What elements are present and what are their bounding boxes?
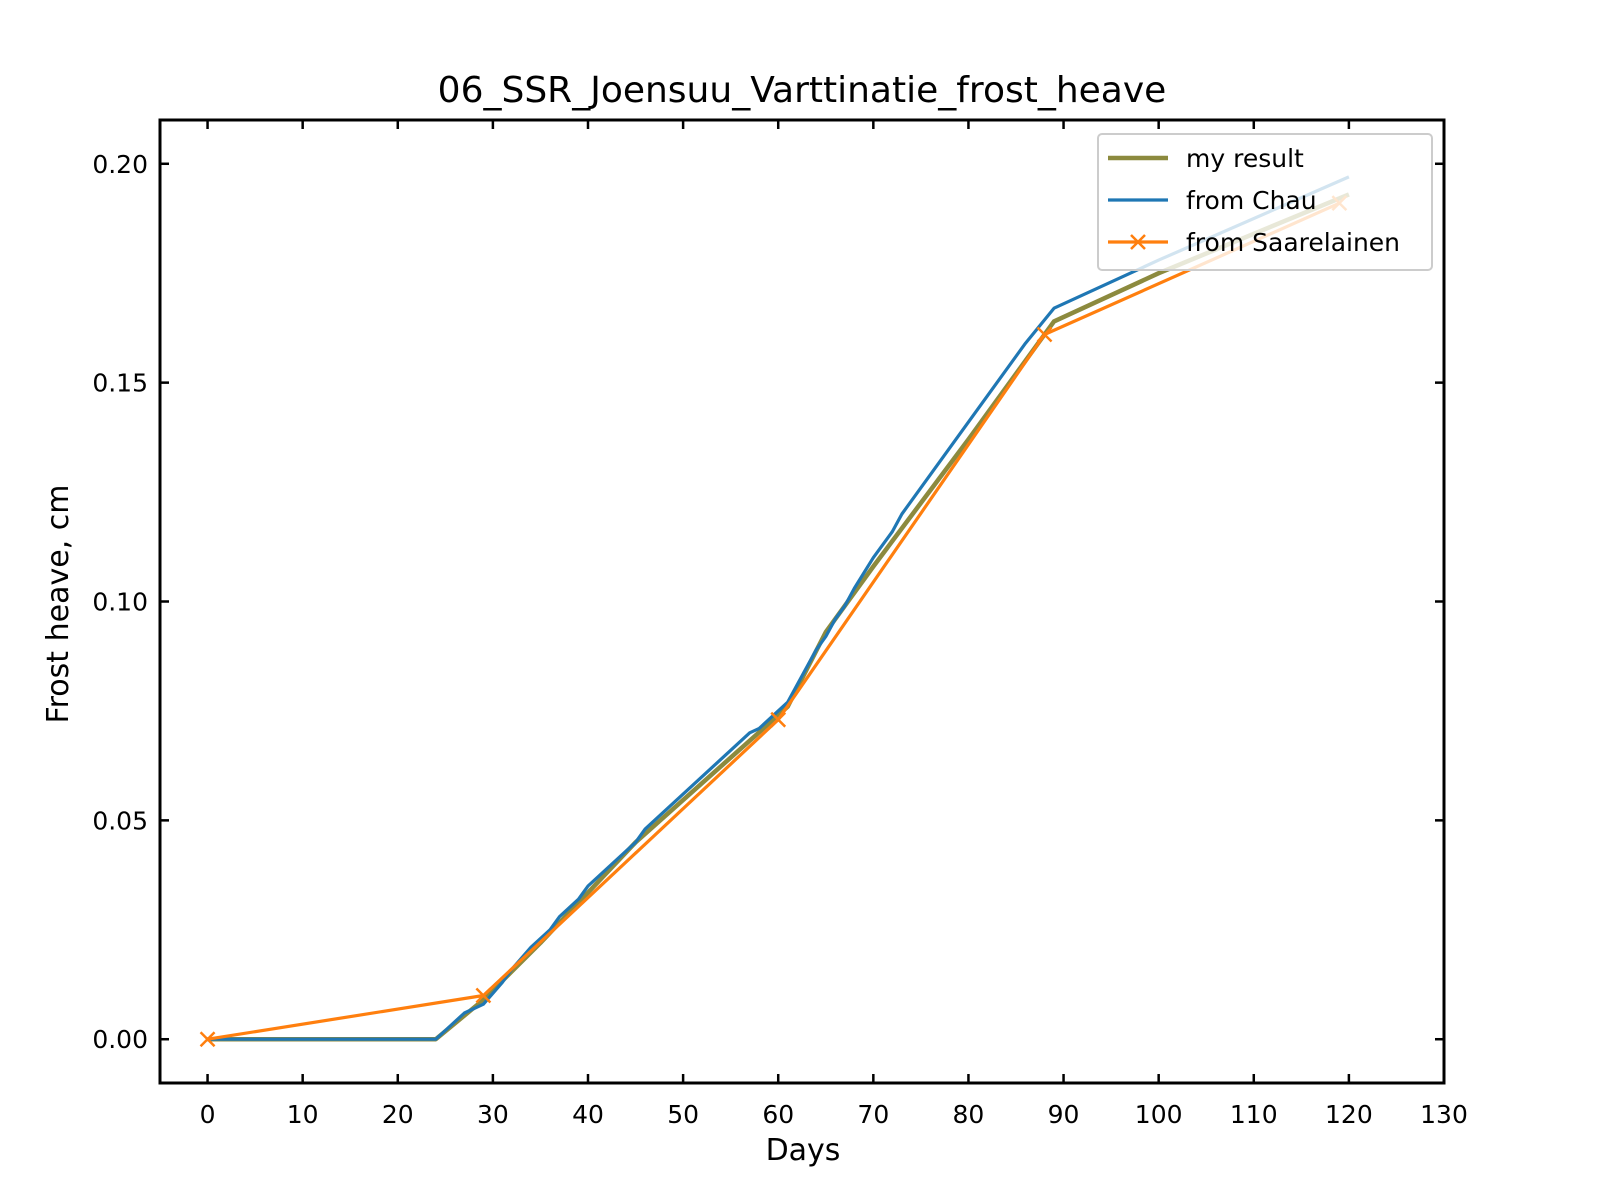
series-line xyxy=(207,192,1350,1042)
data-point-marker xyxy=(770,711,787,728)
x-tick-label: 10 xyxy=(287,1100,319,1129)
y-tick-label: 0.10 xyxy=(92,588,148,617)
x-axis-title: Days xyxy=(766,1133,841,1168)
data-point-marker xyxy=(475,987,492,1004)
y-axis-title: Frost heave, cm xyxy=(41,485,76,724)
legend-item: from Saarelainen xyxy=(1108,228,1400,257)
x-tick-label: 90 xyxy=(1048,1100,1080,1129)
x-tick-label: 20 xyxy=(382,1100,414,1129)
legend-marker xyxy=(1130,234,1146,250)
x-tick-label: 0 xyxy=(200,1100,216,1129)
y-tick-label: 0.00 xyxy=(92,1025,148,1054)
x-tick-label: 100 xyxy=(1135,1100,1183,1129)
legend-box xyxy=(1097,133,1433,271)
series-from-saarelainen xyxy=(199,195,1348,1048)
x-tick-label: 60 xyxy=(762,1100,794,1129)
x-tick-label: 30 xyxy=(477,1100,509,1129)
y-tick-label: 0.05 xyxy=(92,806,148,835)
chart-title: 06_SSR_Joensuu_Varttinatie_frost_heave xyxy=(438,70,1167,111)
x-tick-label: 130 xyxy=(1420,1100,1468,1129)
data-point-marker xyxy=(199,1031,216,1048)
x-tick-label: 110 xyxy=(1230,1100,1278,1129)
y-tick-label: 0.15 xyxy=(92,369,148,398)
legend-item: my result xyxy=(1108,144,1304,173)
series-line xyxy=(207,201,1341,1041)
legend-label: from Chau xyxy=(1186,186,1317,215)
series-line xyxy=(207,175,1350,1041)
series-layer xyxy=(199,175,1350,1048)
legend-label: from Saarelainen xyxy=(1186,228,1400,257)
series-from-chau xyxy=(207,175,1350,1041)
x-tick-label: 120 xyxy=(1325,1100,1373,1129)
x-tick-label: 80 xyxy=(953,1100,985,1129)
x-tick-label: 50 xyxy=(667,1100,699,1129)
plot-frame xyxy=(158,118,1446,1085)
x-tick-label: 40 xyxy=(572,1100,604,1129)
legend-item: from Chau xyxy=(1108,186,1317,215)
legend: my result from Chau from Saarelainen xyxy=(1097,133,1433,271)
axis-ticks: 0 10 20 30 40 50 60 70 80 90 100 110 120 130 0.00 0.05 0… xyxy=(92,120,1468,1129)
series-my-result xyxy=(207,192,1350,1042)
legend-label: my result xyxy=(1186,144,1304,173)
x-tick-label: 70 xyxy=(857,1100,889,1129)
y-tick-label: 0.20 xyxy=(92,150,148,179)
data-point-marker xyxy=(1036,326,1053,343)
